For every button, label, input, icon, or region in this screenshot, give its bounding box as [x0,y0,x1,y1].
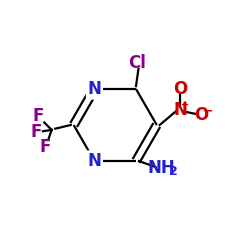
Text: O: O [194,106,208,124]
Text: Cl: Cl [128,54,146,72]
Text: −: − [202,104,213,117]
Text: N: N [173,101,187,119]
Text: O: O [173,80,187,98]
Text: F: F [40,138,51,156]
Text: N: N [88,80,102,98]
Text: N: N [88,152,102,170]
Text: F: F [32,108,44,126]
Text: +: + [181,100,190,110]
Text: F: F [30,123,42,141]
Text: 2: 2 [169,165,178,178]
Text: NH: NH [148,159,176,177]
